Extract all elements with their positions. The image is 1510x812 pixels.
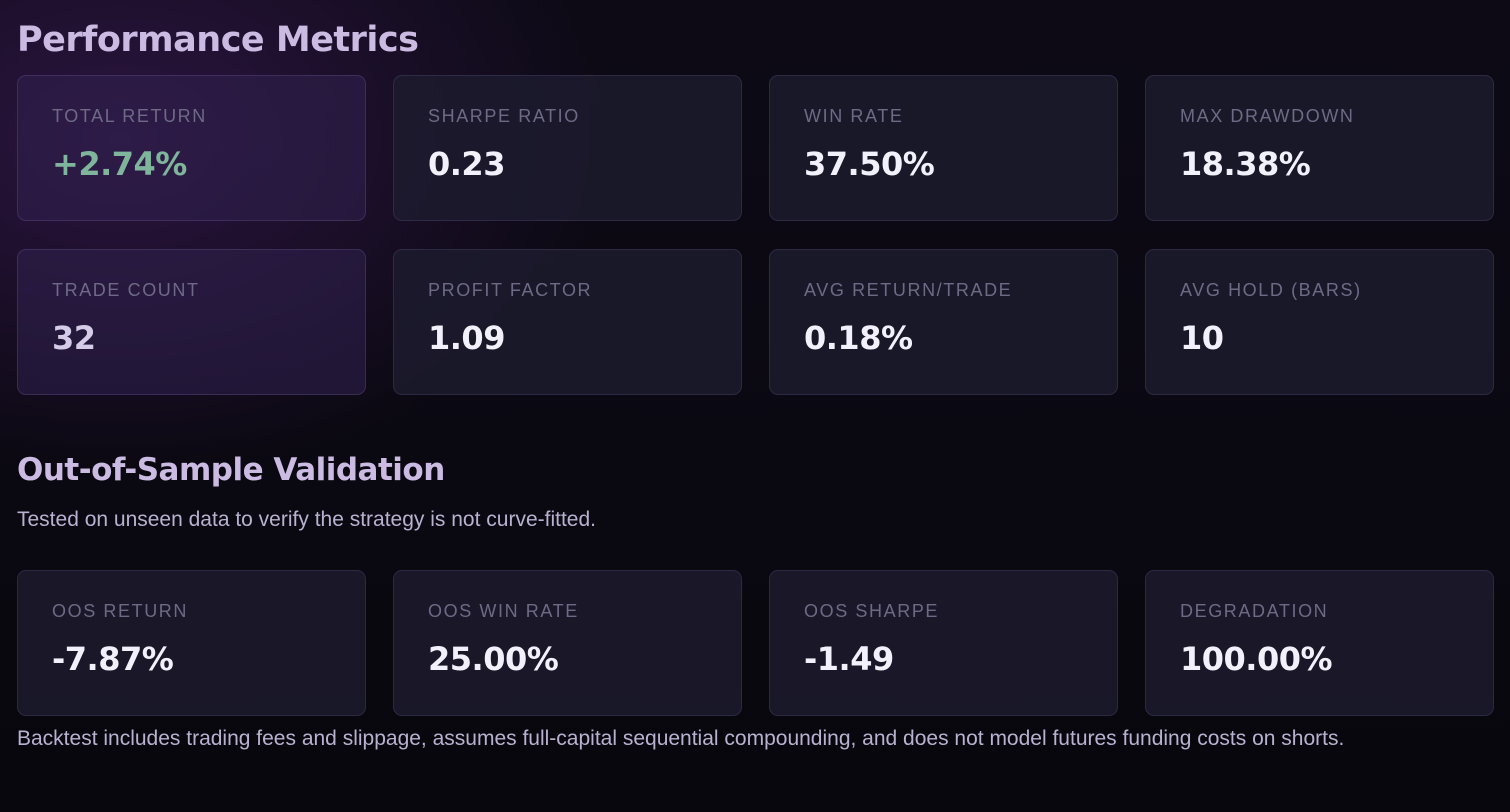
- metric-label: TOTAL RETURN: [52, 106, 207, 126]
- metric-label: SHARPE RATIO: [428, 106, 580, 126]
- metric-card-oos-return: OOS RETURN -7.87%: [17, 570, 366, 716]
- metric-value: -7.87%: [52, 640, 174, 678]
- metric-label: AVG HOLD (BARS): [1180, 280, 1362, 300]
- metric-card-trade-count: TRADE COUNT 32: [17, 249, 366, 395]
- metric-card-sharpe-ratio: SHARPE RATIO 0.23: [393, 75, 742, 221]
- performance-metrics-grid: TOTAL RETURN +2.74% SHARPE RATIO 0.23 WI…: [17, 75, 1494, 395]
- oos-validation-title: Out-of-Sample Validation: [17, 452, 445, 488]
- metric-card-oos-sharpe: OOS SHARPE -1.49: [769, 570, 1118, 716]
- metric-value: 18.38%: [1180, 145, 1311, 183]
- metric-value: 37.50%: [804, 145, 935, 183]
- metric-label: PROFIT FACTOR: [428, 280, 593, 300]
- metric-label: DEGRADATION: [1180, 601, 1329, 621]
- metric-label: OOS RETURN: [52, 601, 189, 621]
- metric-label: MAX DRAWDOWN: [1180, 106, 1355, 126]
- metric-card-degradation: DEGRADATION 100.00%: [1145, 570, 1494, 716]
- metric-value: 10: [1180, 319, 1224, 357]
- metric-label: OOS SHARPE: [804, 601, 940, 621]
- metric-card-win-rate: WIN RATE 37.50%: [769, 75, 1118, 221]
- performance-metrics-title: Performance Metrics: [17, 20, 419, 60]
- metric-value: 25.00%: [428, 640, 559, 678]
- metric-card-oos-win-rate: OOS WIN RATE 25.00%: [393, 570, 742, 716]
- metric-card-total-return: TOTAL RETURN +2.74%: [17, 75, 366, 221]
- metric-label: TRADE COUNT: [52, 280, 200, 300]
- metric-value: 32: [52, 319, 96, 357]
- backtest-disclaimer: Backtest includes trading fees and slipp…: [17, 727, 1345, 750]
- metric-label: AVG RETURN/TRADE: [804, 280, 1013, 300]
- metric-card-avg-return-per-trade: AVG RETURN/TRADE 0.18%: [769, 249, 1118, 395]
- metric-label: WIN RATE: [804, 106, 904, 126]
- metric-value: 1.09: [428, 319, 505, 357]
- metric-value: 0.18%: [804, 319, 913, 357]
- metric-value: +2.74%: [52, 145, 187, 183]
- metric-card-avg-hold-bars: AVG HOLD (BARS) 10: [1145, 249, 1494, 395]
- metric-value: 100.00%: [1180, 640, 1333, 678]
- metric-value: -1.49: [804, 640, 894, 678]
- oos-metrics-grid: OOS RETURN -7.87% OOS WIN RATE 25.00% OO…: [17, 570, 1494, 716]
- metric-label: OOS WIN RATE: [428, 601, 579, 621]
- metric-card-max-drawdown: MAX DRAWDOWN 18.38%: [1145, 75, 1494, 221]
- metric-card-profit-factor: PROFIT FACTOR 1.09: [393, 249, 742, 395]
- oos-validation-subtitle: Tested on unseen data to verify the stra…: [17, 508, 596, 531]
- metric-value: 0.23: [428, 145, 505, 183]
